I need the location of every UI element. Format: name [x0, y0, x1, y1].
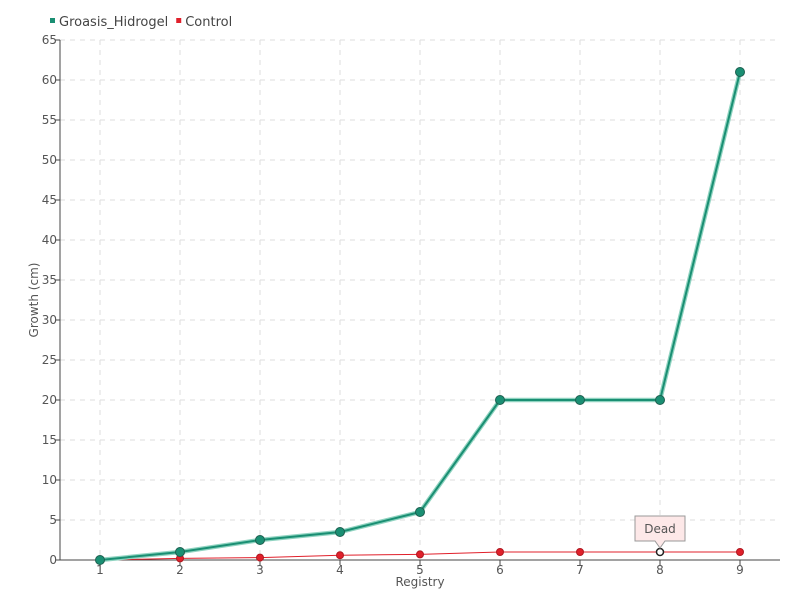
- grid: [60, 39, 780, 560]
- legend-label-control: Control: [185, 15, 232, 30]
- data-point-groasis-hidrogel: [255, 535, 265, 545]
- tooltip-label: Dead: [644, 522, 676, 536]
- series-layer: [95, 67, 745, 565]
- y-tick-label: 45: [42, 193, 57, 207]
- y-tick-label: 5: [49, 513, 57, 527]
- legend-swatch-groasis-hidrogel: [50, 18, 55, 23]
- legend-label-groasis-hidrogel: Groasis_Hidrogel: [59, 15, 168, 30]
- x-tick-label: 7: [576, 563, 584, 577]
- series-line-groasis-hidrogel: [99, 71, 741, 561]
- x-tick-label: 2: [176, 563, 184, 577]
- y-tick-label: 10: [42, 473, 57, 487]
- data-point-control: [496, 548, 504, 556]
- data-point-groasis-hidrogel: [415, 507, 425, 517]
- y-axis-title: Growth (cm): [27, 263, 41, 338]
- data-point-groasis-hidrogel: [95, 555, 105, 565]
- x-tick-label: 3: [256, 563, 264, 577]
- tooltip-box: [634, 515, 686, 549]
- x-tick-label: 4: [336, 563, 344, 577]
- y-tick-label: 25: [42, 353, 57, 367]
- y-tick-label: 55: [42, 113, 57, 127]
- data-point-groasis-hidrogel: [735, 67, 745, 77]
- y-tick-label: 35: [42, 273, 57, 287]
- legend-swatch-control: [176, 18, 182, 23]
- x-tick-label: 5: [416, 563, 424, 577]
- data-point-control: [256, 553, 264, 562]
- y-tick-label: 20: [42, 393, 57, 407]
- y-tick-label: 15: [42, 433, 57, 447]
- x-tick-label: 6: [496, 563, 504, 577]
- x-tick-label: 1: [96, 563, 104, 577]
- annotation-marker: [655, 547, 665, 557]
- x-tick-label: 9: [736, 563, 744, 577]
- series-line-halo-groasis-hidrogel: [99, 71, 743, 563]
- y-tick-label: 65: [42, 33, 57, 47]
- annotations: Dead: [634, 515, 686, 557]
- data-point-control: [416, 550, 424, 559]
- data-point-control: [736, 548, 744, 556]
- data-point-groasis-hidrogel: [655, 395, 665, 405]
- data-point-groasis-hidrogel: [335, 527, 345, 537]
- y-tick-label: 60: [42, 73, 57, 87]
- legend: Groasis_Hidrogel Control: [50, 15, 232, 30]
- data-point-control: [576, 548, 584, 556]
- y-tick-label: 30: [42, 313, 57, 327]
- data-point-groasis-hidrogel: [175, 547, 185, 557]
- data-point-groasis-hidrogel: [575, 395, 585, 405]
- y-tick-label: 0: [49, 553, 57, 567]
- y-tick-label: 40: [42, 233, 57, 247]
- y-tick-label: 50: [42, 153, 57, 167]
- x-axis-title: Registry: [395, 575, 444, 589]
- data-point-control: [336, 551, 344, 560]
- x-tick-label: 8: [656, 563, 664, 577]
- data-point-groasis-hidrogel: [495, 395, 505, 405]
